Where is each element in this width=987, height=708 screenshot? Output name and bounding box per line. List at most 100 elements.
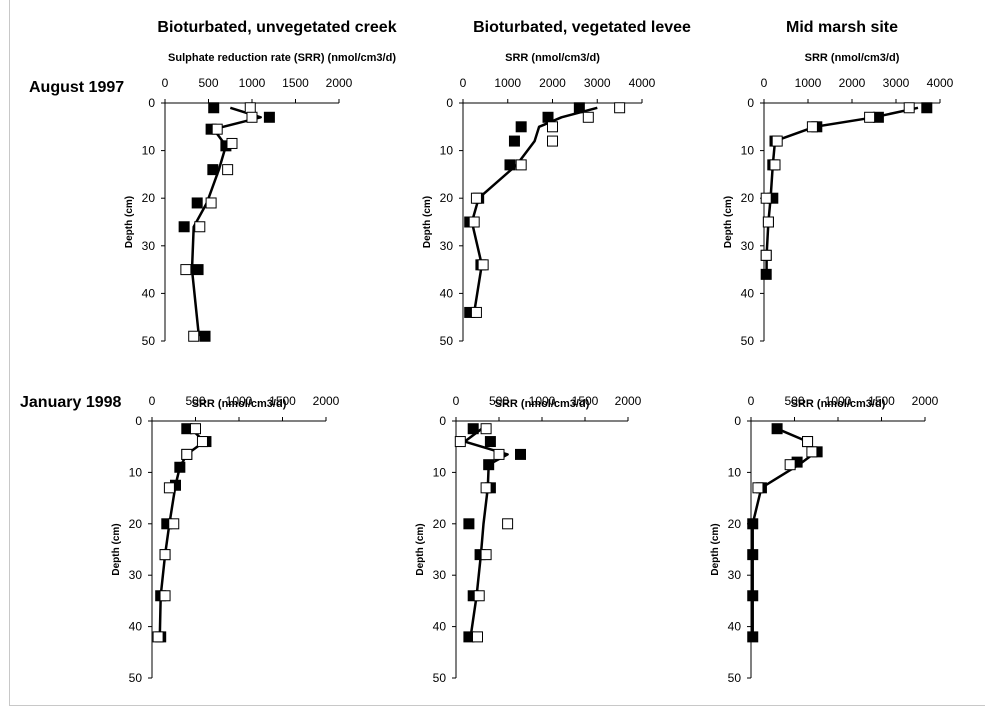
filled-square-point	[573, 102, 585, 114]
x-axis-title: SRR (nmol/cm3/d)	[495, 398, 590, 410]
x-tick-label: 0	[162, 76, 169, 90]
open-square-point	[159, 549, 171, 561]
srr-profile-line	[765, 106, 919, 275]
srr-profile-line	[470, 106, 598, 313]
open-square-point	[244, 102, 256, 114]
x-tick-label: 500	[784, 394, 804, 408]
x-tick-label: 2000	[615, 394, 642, 408]
open-square-point	[246, 111, 258, 123]
y-tick-label: 50	[433, 671, 447, 685]
filled-square-point	[504, 159, 516, 171]
y-tick-label: 20	[433, 517, 447, 531]
y-axis-title: Depth (cm)	[723, 196, 734, 248]
x-tick-label: 4000	[629, 76, 656, 90]
filled-square-point	[467, 423, 479, 435]
filled-square-point	[263, 111, 275, 123]
y-tick-label: 40	[741, 286, 755, 300]
y-tick-label: 0	[148, 96, 155, 110]
filled-square-point	[921, 102, 933, 114]
x-tick-label: 3000	[883, 76, 910, 90]
x-tick-label: 1000	[239, 76, 266, 90]
y-tick-label: 50	[129, 671, 143, 685]
x-tick-label: 0	[149, 394, 156, 408]
x-tick-label: 2000	[313, 394, 340, 408]
filled-square-point	[199, 330, 211, 342]
open-square-point	[181, 448, 193, 460]
open-square-point	[480, 482, 492, 494]
panel-1: 0 500 1000 1500 2000 0 10 20 30 40 50 Sulphate redu…	[124, 52, 396, 348]
open-square-point	[760, 192, 772, 204]
x-tick-label: 1500	[572, 394, 599, 408]
filled-square-point	[515, 121, 527, 133]
open-square-point	[760, 249, 772, 261]
y-tick-label: 10	[728, 465, 742, 479]
y-tick-label: 40	[142, 286, 156, 300]
open-square-point	[547, 135, 558, 147]
filled-square-point	[192, 264, 204, 276]
y-tick-label: 10	[129, 465, 143, 479]
filled-square-point	[463, 518, 475, 530]
x-tick-label: 0	[748, 394, 755, 408]
filled-square-point	[747, 518, 759, 530]
filled-square-point	[747, 631, 759, 643]
x-tick-label: 4000	[927, 76, 954, 90]
y-tick-label: 50	[142, 334, 156, 348]
open-square-point	[769, 159, 781, 171]
x-tick-label: 500	[185, 394, 205, 408]
open-square-point	[222, 164, 234, 176]
panel-4: 0 500 1000 1500 2000 0 10 20 30 40 50 SRR (nmol/cm3…	[111, 394, 340, 685]
y-tick-label: 20	[142, 191, 156, 205]
open-square-point	[205, 197, 217, 209]
open-square-point	[159, 590, 171, 602]
y-tick-label: 10	[433, 465, 447, 479]
open-square-point	[163, 482, 175, 494]
filled-square-point	[484, 436, 496, 448]
x-axis-title: SRR (nmol/cm3/d)	[192, 398, 287, 410]
x-axis-title: SRR (nmol/cm3/d)	[791, 398, 886, 410]
x-axis-title: Sulphate reduction rate (SRR) (nmol/cm3/…	[168, 52, 396, 64]
y-tick-label: 0	[439, 414, 446, 428]
open-square-point	[864, 111, 876, 123]
x-tick-label: 1500	[282, 76, 309, 90]
x-axis-title: SRR (nmol/cm3/d)	[805, 52, 900, 64]
x-tick-label: 500	[489, 394, 509, 408]
filled-square-point	[207, 164, 219, 176]
y-tick-label: 30	[728, 568, 742, 582]
y-tick-label: 0	[747, 96, 754, 110]
y-tick-label: 40	[129, 620, 143, 634]
column-title-levee: Bioturbated, vegetated levee	[473, 19, 691, 36]
y-tick-label: 50	[741, 334, 755, 348]
filled-square-point	[760, 268, 772, 280]
filled-square-point	[508, 135, 520, 147]
filled-square-point	[483, 459, 495, 471]
y-tick-label: 0	[135, 414, 142, 428]
open-square-point	[806, 121, 818, 133]
open-square-point	[194, 221, 206, 233]
open-square-point	[752, 482, 764, 494]
x-axis-title: SRR (nmol/cm3/d)	[505, 52, 600, 64]
open-square-point	[493, 448, 505, 460]
open-square-point	[226, 137, 238, 149]
srr-profile-line	[751, 427, 818, 637]
y-tick-label: 20	[728, 517, 742, 531]
x-tick-label: 2000	[912, 394, 939, 408]
y-tick-label: 50	[728, 671, 742, 685]
x-tick-label: 1000	[825, 394, 852, 408]
open-square-point	[614, 102, 626, 114]
open-square-point	[771, 135, 783, 147]
filled-square-point	[178, 221, 190, 233]
x-tick-label: 3000	[584, 76, 611, 90]
y-axis-title: Depth (cm)	[422, 196, 433, 248]
y-tick-label: 50	[440, 334, 454, 348]
filled-square-point	[747, 549, 759, 561]
x-tick-label: 1500	[269, 394, 296, 408]
open-square-point	[806, 446, 818, 458]
open-square-point	[802, 436, 814, 448]
open-square-point	[502, 518, 514, 530]
filled-square-point	[542, 111, 554, 123]
x-tick-label: 0	[761, 76, 768, 90]
srr-profile-line	[190, 106, 262, 337]
x-tick-label: 0	[453, 394, 460, 408]
y-tick-label: 30	[741, 239, 755, 253]
